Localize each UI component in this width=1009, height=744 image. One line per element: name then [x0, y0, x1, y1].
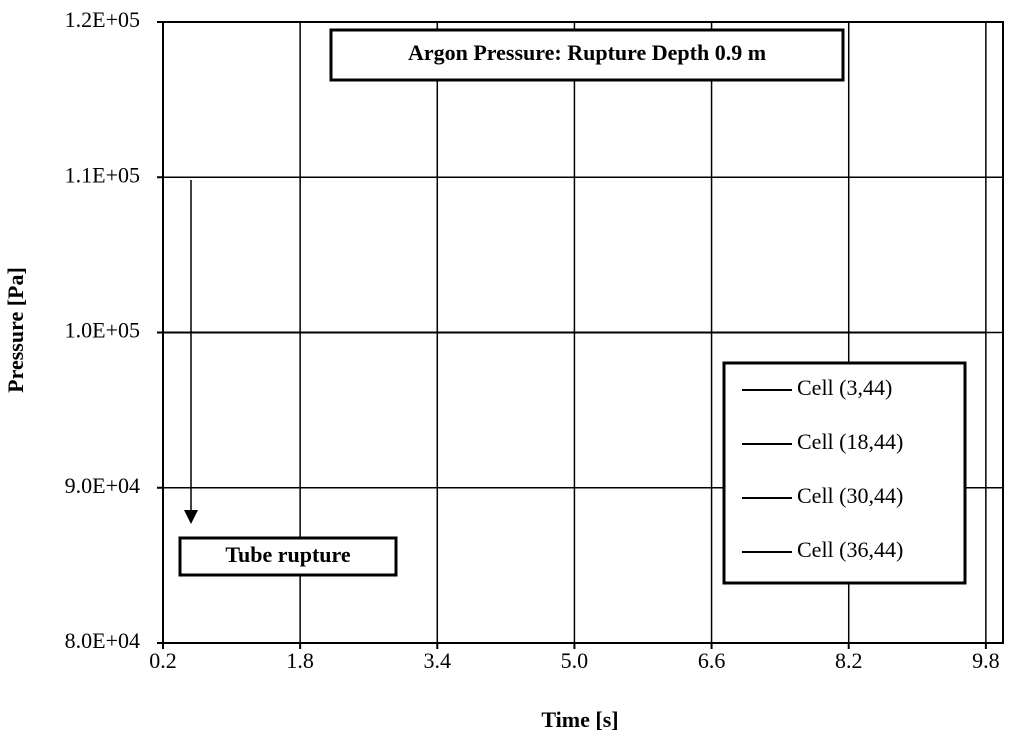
- x-tick-label: 8.2: [835, 648, 863, 673]
- y-tick-label: 1.1E+05: [65, 162, 140, 187]
- chart-title: Argon Pressure: Rupture Depth 0.9 m: [408, 40, 766, 65]
- x-axis-title: Time [s]: [541, 707, 618, 732]
- y-axis-title: Pressure [Pa]: [3, 267, 28, 393]
- x-tick-label: 0.2: [149, 648, 177, 673]
- y-tick-label: 1.2E+05: [65, 7, 140, 32]
- arrow-head: [184, 510, 198, 524]
- x-tick-label: 3.4: [424, 648, 452, 673]
- title-box: [329, 28, 845, 82]
- y-tick-label: 9.0E+04: [65, 473, 140, 498]
- legend-label: Cell (30,44): [797, 483, 903, 508]
- x-tick-label: 9.8: [972, 648, 1000, 673]
- x-tick-label: 6.6: [698, 648, 726, 673]
- y-tick-label: 1.0E+05: [65, 318, 140, 343]
- y-tick-label: 8.0E+04: [65, 628, 140, 653]
- annotation: Tube rupture: [225, 542, 351, 567]
- x-tick-label: 5.0: [561, 648, 589, 673]
- annotation-box: [178, 536, 398, 577]
- legend-box: [722, 361, 967, 585]
- legend-label: Cell (3,44): [797, 375, 892, 400]
- x-tick-label: 1.8: [286, 648, 314, 673]
- legend-label: Cell (36,44): [797, 537, 903, 562]
- legend-label: Cell (18,44): [797, 429, 903, 454]
